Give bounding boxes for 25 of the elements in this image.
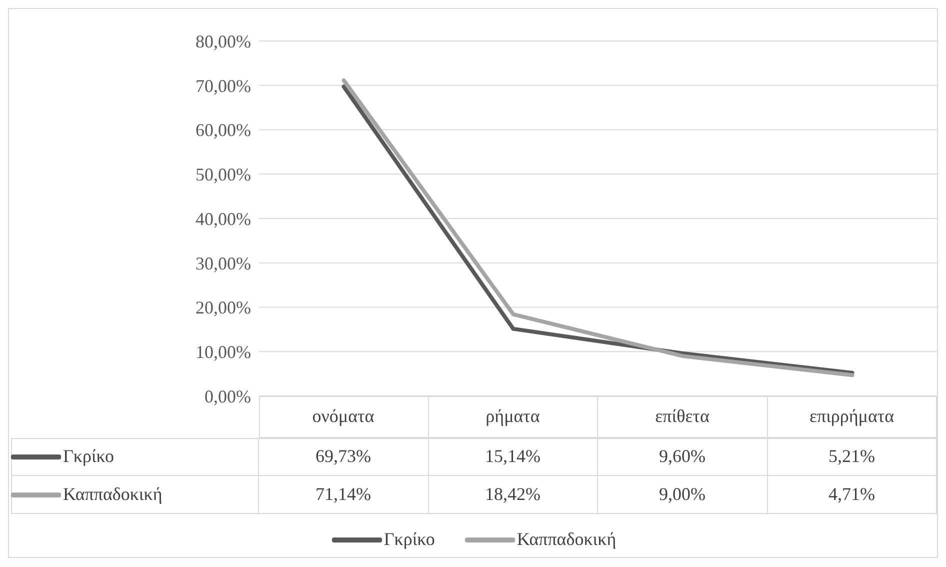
data-label: 18,42% [428,476,598,514]
y-tick-label: 20,00% [196,298,251,318]
x-tick-label: επιρρήματα [768,396,937,438]
data-label: 71,14% [259,476,428,514]
text: Γκρίκο [63,446,114,466]
legend-label: Γκρίκο [384,529,435,550]
x-tick-label: ονόματα [259,396,428,438]
y-tick-label: 0,00% [204,386,251,406]
data-label: 4,71% [768,476,937,514]
x-tick-label: ρήματα [428,396,598,438]
text: Καππαδοκική [63,484,162,504]
data-label: 9,00% [598,476,768,514]
data-label: 9,60% [598,438,768,476]
x-tick-label: επίθετα [598,396,768,438]
y-tick-label: 70,00% [196,76,251,96]
y-tick-label: 40,00% [196,208,251,229]
data-label: 69,73% [259,438,428,476]
data-label: 5,21% [768,438,937,476]
data-label: 15,14% [428,438,598,476]
y-tick-label: 80,00% [196,31,251,52]
y-tick-label: 50,00% [196,164,251,185]
y-tick-label: 30,00% [196,253,251,274]
y-tick-label: 10,00% [196,342,251,362]
y-tick-label: 60,00% [196,120,251,140]
legend-label: Καππαδοκική [516,529,616,550]
